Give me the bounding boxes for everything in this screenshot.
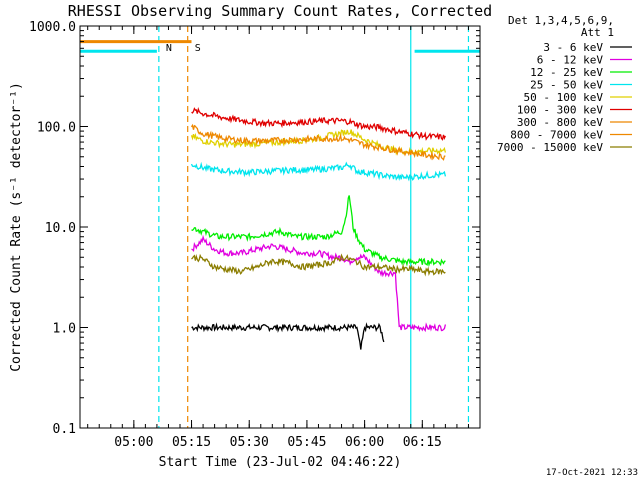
marker-label-0: N: [166, 43, 172, 54]
legend-label-2: 12 - 25 keV: [530, 66, 603, 79]
x-tick-label-1: 05:15: [172, 435, 211, 450]
legend-label-6: 300 - 800 keV: [517, 116, 603, 129]
series-line-8: [191, 253, 446, 277]
legend-label-0: 3 - 6 keV: [543, 41, 603, 54]
marker-label-1: S: [195, 43, 201, 54]
legend-label-4: 50 - 100 keV: [524, 91, 604, 104]
legend-label-1: 6 - 12 keV: [537, 54, 604, 67]
x-axis-label: Start Time (23-Jul-02 04:46:22): [159, 455, 402, 470]
x-tick-label-2: 05:30: [230, 435, 269, 450]
legend-label-8: 7000 - 15000 keV: [497, 141, 603, 154]
x-tick-label-3: 05:45: [287, 435, 326, 450]
timestamp: 17-Oct-2021 12:33: [546, 468, 638, 478]
series-line-4: [190, 129, 447, 156]
legend-label-7: 800 - 7000 keV: [510, 129, 603, 142]
series-line-6: [190, 123, 446, 161]
y-tick-label-1: 100.0: [37, 121, 76, 136]
y-tick-label-0: 1000.0: [29, 20, 76, 35]
x-tick-label-4: 06:00: [345, 435, 384, 450]
series-line-2: [191, 195, 446, 268]
legend-header-1: Att 1: [581, 26, 614, 39]
series-line-3: [190, 161, 447, 182]
chart-title: RHESSI Observing Summary Count Rates, Co…: [68, 2, 492, 20]
series-line-0: [191, 322, 385, 350]
y-axis-label: Corrected Count Rate (s⁻¹ detector⁻¹): [9, 82, 24, 372]
x-tick-label-0: 05:00: [114, 435, 153, 450]
y-tick-label-4: 0.1: [53, 422, 76, 437]
legend-header-0: Det 1,3,4,5,6,9,: [508, 14, 614, 27]
y-tick-label-3: 1.0: [53, 322, 76, 337]
x-tick-label-5: 06:15: [403, 435, 442, 450]
y-tick-label-2: 10.0: [45, 221, 76, 236]
legend-label-5: 100 - 300 keV: [517, 104, 603, 117]
plot-area: N S 1000.0 100.0 10.0 1.0 0.1 05:00 05:15 05:30 05…: [29, 20, 481, 450]
series-line-5: [191, 106, 446, 141]
legend-label-3: 25 - 50 keV: [530, 79, 603, 92]
series-line-1: [191, 234, 447, 333]
